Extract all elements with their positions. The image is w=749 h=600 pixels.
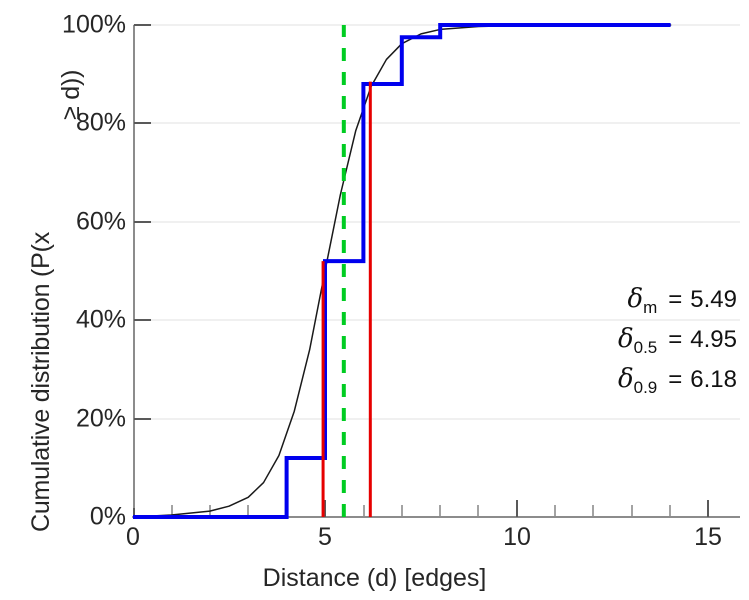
y-tick-text-40: 40%: [75, 305, 126, 334]
x-axis-label: Distance (d) [edges]: [262, 564, 487, 592]
y-tick-text-80: 80%: [75, 108, 126, 137]
x-tick-label-0: 0: [126, 523, 140, 551]
threshold-marker-lines: [321, 25, 372, 517]
annotation-delta-09: δ 0.9 = 6.18: [552, 364, 737, 396]
y-tick-text-60: 60%: [75, 207, 126, 236]
x-axis-major-ticks: [324, 500, 709, 517]
y-tick-text-20: 20%: [75, 404, 126, 433]
delta-symbol-m: δ: [627, 284, 644, 314]
x-tick-label-15: 15: [694, 523, 722, 551]
x-tick-label-5: 5: [318, 523, 332, 551]
delta-subscript-05: 0.5: [633, 338, 658, 357]
delta-subscript-09: 0.9: [633, 378, 658, 397]
delta-value-09: 6.18: [690, 366, 737, 393]
delta-value-05: 4.95: [690, 326, 737, 353]
y-axis-ticks: [133, 24, 151, 517]
annotation-delta-05: δ 0.5 = 4.95: [552, 324, 737, 356]
equals-sign-05: =: [668, 326, 683, 353]
fitted-curve: [132, 24, 672, 518]
delta-value-m: 5.49: [690, 286, 737, 313]
equals-sign-m: =: [668, 286, 683, 313]
delta-subscript-m: m: [643, 298, 658, 317]
y-tick-text-0: 0%: [89, 502, 126, 531]
equals-sign-09: =: [668, 366, 683, 393]
y-tick-text-100: 100%: [62, 10, 126, 39]
empirical-cdf-step: [133, 23, 671, 519]
x-tick-label-10: 10: [503, 523, 531, 551]
delta-symbol-09: δ: [617, 364, 634, 394]
axis-spines: [133, 25, 740, 518]
delta-symbol-05: δ: [617, 324, 634, 354]
